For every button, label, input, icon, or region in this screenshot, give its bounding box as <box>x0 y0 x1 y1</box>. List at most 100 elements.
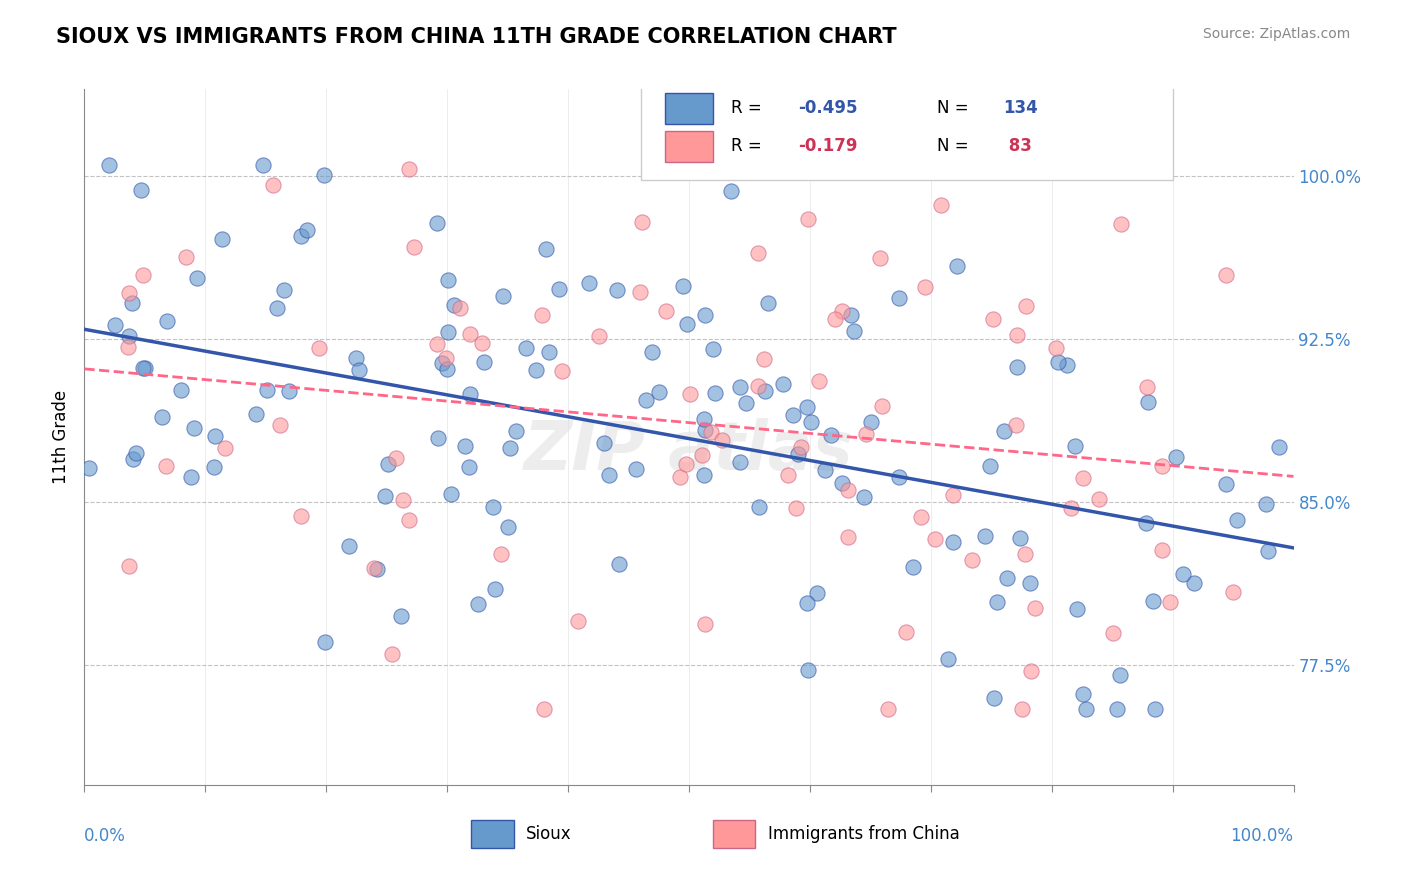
Sioux <box>946 259 969 273</box>
Sioux <box>337 539 360 553</box>
Immigrants from China <box>869 251 891 265</box>
Immigrants from China <box>630 214 652 228</box>
Sioux <box>77 460 100 475</box>
Sioux <box>125 446 148 460</box>
Sioux <box>169 383 191 397</box>
Immigrants from China <box>679 386 702 401</box>
Text: ZIP atlas: ZIP atlas <box>524 418 853 484</box>
Sioux <box>436 362 458 376</box>
Sioux <box>606 283 628 297</box>
Immigrants from China <box>531 308 554 322</box>
Sioux <box>1144 702 1167 716</box>
Immigrants from China <box>385 451 408 466</box>
Immigrants from China <box>458 326 481 341</box>
Immigrants from China <box>1005 328 1028 343</box>
Immigrants from China <box>747 379 769 393</box>
Sioux <box>202 460 225 475</box>
Immigrants from China <box>155 459 177 474</box>
Immigrants from China <box>118 559 141 574</box>
Immigrants from China <box>628 285 651 300</box>
Immigrants from China <box>1150 459 1173 474</box>
FancyBboxPatch shape <box>471 820 513 847</box>
Sioux <box>842 324 865 338</box>
Immigrants from China <box>1159 595 1181 609</box>
Text: 83: 83 <box>1004 137 1032 155</box>
Sioux <box>437 273 460 287</box>
Immigrants from China <box>789 440 811 454</box>
Immigrants from China <box>695 616 717 631</box>
Sioux <box>266 301 288 316</box>
Immigrants from China <box>1071 471 1094 485</box>
Sioux <box>1257 544 1279 558</box>
Sioux <box>1005 359 1028 374</box>
Immigrants from China <box>668 469 690 483</box>
Sioux <box>1109 668 1132 682</box>
Immigrants from China <box>860 159 883 173</box>
Sioux <box>1066 602 1088 616</box>
Sioux <box>211 232 233 246</box>
Immigrants from China <box>778 467 800 482</box>
Sioux <box>692 467 714 482</box>
Sioux <box>1226 514 1249 528</box>
Sioux <box>1008 531 1031 545</box>
Immigrants from China <box>1014 547 1036 561</box>
Sioux <box>986 595 1008 609</box>
Sioux <box>995 571 1018 585</box>
Immigrants from China <box>910 510 932 524</box>
Sioux <box>672 278 695 293</box>
Sioux <box>772 376 794 391</box>
Immigrants from China <box>1015 299 1038 313</box>
Sioux <box>1076 702 1098 716</box>
Immigrants from China <box>1215 268 1237 282</box>
Sioux <box>704 385 727 400</box>
Sioux <box>695 423 717 437</box>
Sioux <box>1137 394 1160 409</box>
Immigrants from China <box>262 178 284 193</box>
Sioux <box>598 468 620 483</box>
FancyBboxPatch shape <box>713 820 755 847</box>
Y-axis label: 11th Grade: 11th Grade <box>52 390 70 484</box>
Sioux <box>787 447 810 461</box>
Immigrants from China <box>824 311 846 326</box>
FancyBboxPatch shape <box>641 75 1173 179</box>
Sioux <box>273 284 295 298</box>
Sioux <box>440 487 463 501</box>
Sioux <box>482 500 505 515</box>
Sioux <box>180 470 202 484</box>
Text: N =: N = <box>936 99 974 117</box>
Sioux <box>347 363 370 377</box>
Immigrants from China <box>588 329 610 343</box>
Sioux <box>1135 516 1157 531</box>
Sioux <box>693 412 716 426</box>
Sioux <box>901 560 924 574</box>
Sioux <box>1064 439 1087 453</box>
Immigrants from China <box>117 340 139 354</box>
Sioux <box>839 308 862 322</box>
Immigrants from China <box>398 513 420 527</box>
Sioux <box>156 314 179 328</box>
Text: R =: R = <box>731 137 768 155</box>
Sioux <box>427 431 450 445</box>
Immigrants from China <box>402 240 425 254</box>
Sioux <box>454 439 477 453</box>
Immigrants from China <box>1060 500 1083 515</box>
Sioux <box>391 609 413 624</box>
Sioux <box>859 416 882 430</box>
Sioux <box>118 328 141 343</box>
Sioux <box>150 410 173 425</box>
Sioux <box>458 460 481 475</box>
Text: Immigrants from China: Immigrants from China <box>768 825 959 843</box>
Immigrants from China <box>489 547 512 561</box>
Immigrants from China <box>796 211 818 226</box>
Immigrants from China <box>471 336 494 351</box>
Sioux <box>641 344 664 359</box>
Sioux <box>256 383 278 397</box>
Sioux <box>498 441 520 455</box>
Immigrants from China <box>214 442 236 456</box>
Immigrants from China <box>426 337 449 351</box>
Sioux <box>498 520 520 534</box>
Sioux <box>344 351 367 365</box>
Immigrants from China <box>700 425 723 440</box>
Text: SIOUX VS IMMIGRANTS FROM CHINA 11TH GRADE CORRELATION CHART: SIOUX VS IMMIGRANTS FROM CHINA 11TH GRAD… <box>56 27 897 46</box>
Immigrants from China <box>1088 491 1111 506</box>
